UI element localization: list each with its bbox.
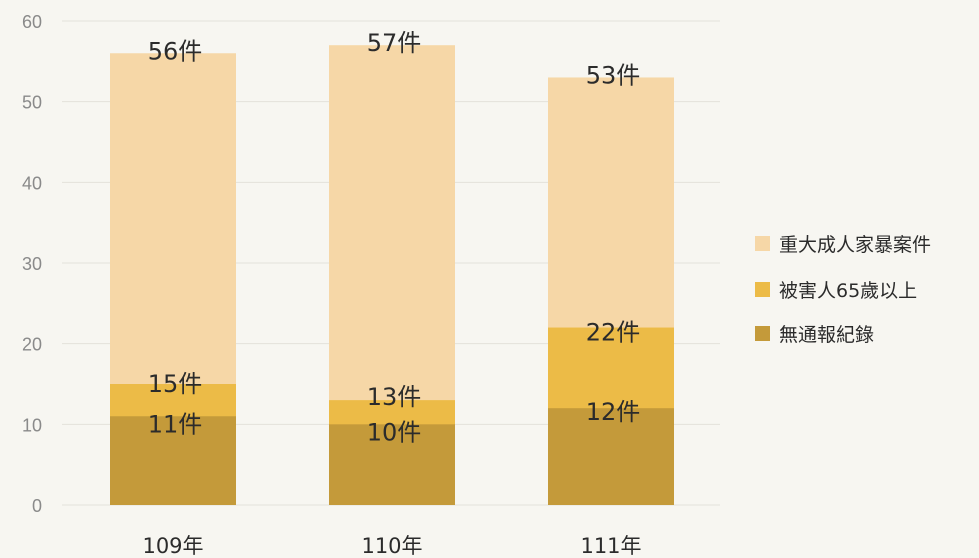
bar-no-report-2 [548,408,674,505]
data-label: 10件 [367,418,422,446]
y-tick-label: 60 [22,12,42,32]
x-axis-ticks: 109年 110年 111年 [142,534,641,558]
data-label: 56件 [148,37,203,65]
data-label: 12件 [586,398,641,426]
data-label: 13件 [367,383,422,411]
data-labels: 56件 57件 53件 15件 13件 22件 11件 10件 12件 [148,29,641,446]
x-tick-label: 109年 [142,534,203,558]
bars [110,45,674,506]
legend-swatch [755,326,770,341]
y-tick-label: 20 [22,335,42,355]
data-label: 53件 [586,61,641,89]
y-tick-label: 50 [22,93,42,113]
y-tick-label: 30 [22,254,42,274]
x-tick-label: 110年 [361,534,422,558]
data-label: 22件 [586,319,641,347]
y-tick-label: 40 [22,173,42,193]
legend-label: 重大成人家暴案件 [779,234,931,256]
data-label: 57件 [367,29,422,57]
bar-no-report-0 [110,416,236,505]
legend-swatch [755,236,770,251]
legend-swatch [755,282,770,297]
legend-label: 被害人65歲以上 [779,280,917,302]
y-tick-label: 10 [22,415,42,435]
bar-no-report-1 [329,424,455,505]
data-label: 11件 [148,410,203,438]
y-axis-ticks: 0 10 20 30 40 50 60 [22,12,42,516]
legend-label: 無通報紀錄 [779,324,874,346]
data-label: 15件 [148,370,203,398]
x-tick-label: 111年 [580,534,641,558]
y-tick-label: 0 [32,496,42,516]
